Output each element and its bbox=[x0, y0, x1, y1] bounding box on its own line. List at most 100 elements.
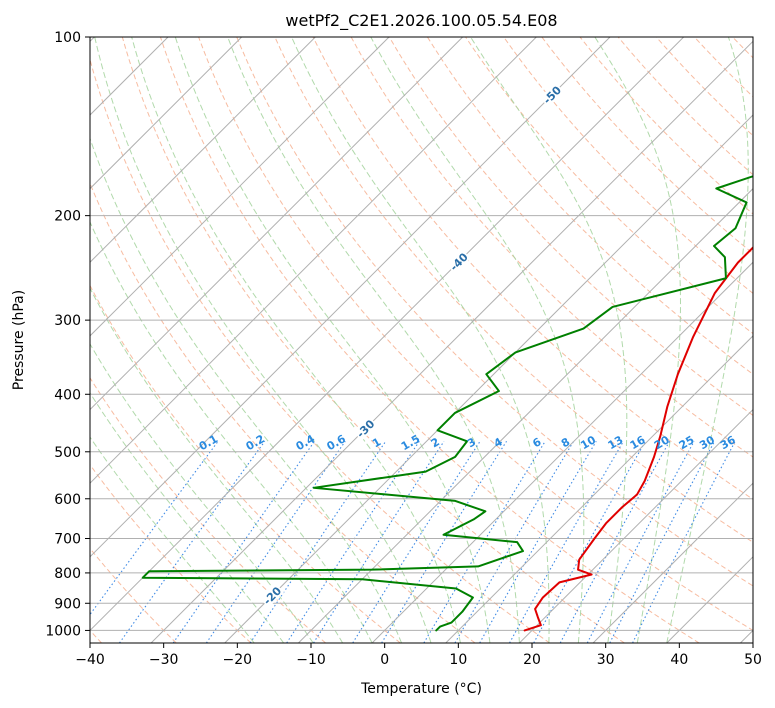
dry-adiabat bbox=[464, 37, 753, 335]
y-tick-label: 200 bbox=[54, 209, 81, 225]
moist-adiabat bbox=[94, 37, 432, 643]
mixing-ratio-label: 1.5 bbox=[399, 432, 422, 453]
moist-adiabat bbox=[90, 287, 344, 643]
dry-adiabat bbox=[90, 463, 252, 643]
dry-adiabat bbox=[426, 37, 753, 375]
x-tick-label: 0 bbox=[380, 652, 389, 668]
dry-adiabat bbox=[236, 37, 753, 587]
dewpoint-line bbox=[141, 175, 753, 632]
moist-adiabat bbox=[291, 37, 550, 643]
x-tick-label: −40 bbox=[75, 652, 105, 668]
y-axis-title: Pressure (hPa) bbox=[11, 290, 27, 390]
moist-adiabat bbox=[90, 392, 285, 643]
moist-adiabat bbox=[174, 37, 491, 643]
isotherm-line bbox=[298, 187, 753, 643]
isotherm-line bbox=[592, 482, 753, 643]
mixing-ratio-line bbox=[586, 441, 695, 643]
background-lines bbox=[90, 24, 775, 643]
moist-adiabat bbox=[90, 137, 403, 643]
isotherm-line bbox=[90, 37, 611, 558]
y-tick-label: 500 bbox=[54, 445, 81, 461]
isotherm-line bbox=[150, 40, 753, 643]
isotherm-line bbox=[90, 37, 537, 484]
isotherm-line bbox=[90, 37, 316, 263]
x-tick-label: 10 bbox=[449, 652, 467, 668]
mixing-ratio-label: 8 bbox=[559, 435, 572, 450]
dry-adiabat bbox=[503, 37, 753, 294]
mixing-ratio-line bbox=[249, 440, 387, 643]
y-tick-label: 1000 bbox=[45, 623, 81, 639]
mixing-ratio-label: 16 bbox=[628, 433, 648, 452]
isotherm-label-bg bbox=[352, 415, 378, 441]
x-tick-label: 50 bbox=[744, 652, 762, 668]
mixing-ratio-line bbox=[454, 440, 575, 643]
dry-adiabat bbox=[693, 37, 753, 98]
dry-adiabat bbox=[731, 37, 753, 59]
profile-lines bbox=[141, 175, 753, 632]
x-tick-label: 40 bbox=[670, 652, 688, 668]
isotherm-line bbox=[90, 37, 390, 337]
mixing-ratio-label: 10 bbox=[578, 433, 598, 452]
mixing-ratio-line bbox=[479, 440, 597, 643]
moist-adiabat bbox=[370, 37, 585, 643]
dry-adiabat bbox=[350, 37, 753, 458]
dry-adiabat bbox=[90, 547, 177, 643]
dry-adiabat bbox=[90, 57, 551, 643]
isotherm-label: -40 bbox=[448, 250, 471, 273]
isotherm-line bbox=[224, 114, 753, 643]
mixing-ratio-line bbox=[205, 440, 346, 643]
mixing-ratio-line bbox=[119, 440, 266, 643]
temperature-line bbox=[523, 246, 753, 632]
mixing-ratio-line bbox=[423, 440, 546, 643]
y-tick-label: 700 bbox=[54, 532, 81, 548]
dry-adiabat bbox=[90, 284, 401, 643]
moist-adiabat bbox=[131, 37, 461, 643]
moist-adiabat bbox=[594, 37, 681, 643]
mixing-ratio-label: 1 bbox=[370, 435, 383, 450]
isotherm-line bbox=[740, 629, 753, 643]
mixing-ratio-line bbox=[286, 440, 420, 643]
dry-adiabat bbox=[159, 37, 700, 643]
mixing-ratio-label: 20 bbox=[652, 433, 672, 452]
mixing-ratio-line bbox=[533, 440, 646, 643]
dry-adiabat bbox=[617, 37, 753, 176]
mixing-ratio-line bbox=[90, 440, 219, 616]
dry-adiabat bbox=[121, 37, 625, 643]
axes: −40 −30 −20 −10 0 10 20 30 40 50 1000 900 800 700 600 5… bbox=[45, 30, 762, 668]
dry-adiabat bbox=[758, 24, 775, 643]
plot-frame bbox=[89, 36, 754, 644]
moist-adiabat bbox=[666, 37, 749, 643]
mixing-ratio-line bbox=[559, 440, 671, 643]
dry-adiabat bbox=[388, 37, 753, 416]
y-tick-label: 100 bbox=[54, 30, 81, 46]
y-tick-label: 300 bbox=[54, 313, 81, 329]
mixing-ratio-line bbox=[381, 440, 508, 643]
isotherm-line bbox=[371, 261, 753, 643]
mixing-ratio-line bbox=[172, 440, 316, 643]
moist-adiabat bbox=[470, 37, 628, 643]
isotherm-line bbox=[90, 37, 243, 190]
isotherm-label-bg bbox=[259, 582, 285, 608]
mixing-ratio-label: 6 bbox=[530, 435, 543, 450]
moist-adiabat bbox=[90, 436, 255, 643]
moist-adiabat bbox=[227, 37, 520, 643]
mixing-ratio-label: 0.1 bbox=[197, 432, 220, 453]
isotherm-line bbox=[445, 335, 753, 643]
x-tick-label: 20 bbox=[523, 652, 541, 668]
y-tick-label: 600 bbox=[54, 492, 81, 508]
dry-adiabat bbox=[655, 37, 753, 137]
isotherm-label: -50 bbox=[541, 83, 564, 106]
mixing-ratio-label: 30 bbox=[697, 433, 717, 452]
mixing-ratio-line bbox=[352, 440, 481, 643]
isotherm-label-bg bbox=[539, 82, 565, 107]
mixing-ratio-label: 0.4 bbox=[294, 432, 318, 453]
line-labels: 0.1 0.2 0.4 0.6 1 1.5 2 3 4 6 8 10 13 16 20 25 30 36-50-4… bbox=[197, 82, 738, 608]
mixing-ratio-line bbox=[313, 440, 445, 643]
isotherm-label-bg bbox=[446, 249, 471, 274]
y-tick-label: 800 bbox=[54, 566, 81, 582]
isotherm-line bbox=[90, 37, 685, 632]
mixing-ratio-line bbox=[509, 440, 624, 643]
x-tick-label: −10 bbox=[296, 652, 326, 668]
dry-adiabat bbox=[579, 37, 753, 215]
mixing-ratio-label: 3 bbox=[465, 435, 478, 450]
